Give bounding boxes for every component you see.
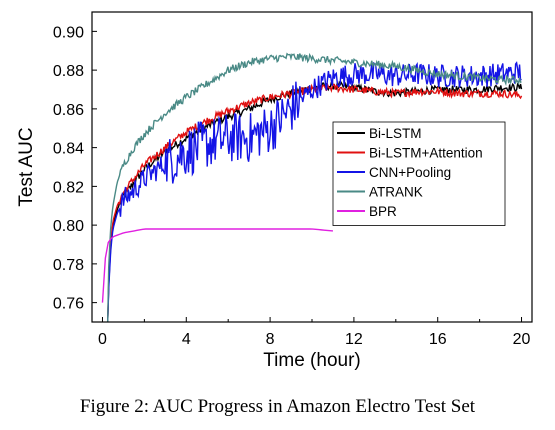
y-tick-label: 0.86 (53, 102, 84, 119)
series-line-atrank (107, 52, 522, 322)
y-tick-label: 0.78 (53, 257, 84, 274)
auc-line-chart: 0 4 8 12 16 20 0.76 0.78 0.80 0.82 0.84 0.86 0.88 0.9… (16, 11, 533, 371)
y-tick-label: 0.84 (53, 141, 84, 158)
series-line-cnn-pooling (107, 61, 522, 322)
x-tick-label: 20 (513, 331, 531, 348)
y-tick-label: 0.88 (53, 63, 84, 80)
x-tick-label: 8 (266, 331, 275, 348)
x-axis-title: Time (hour) (263, 350, 360, 371)
y-axis-title: Test AUC (16, 127, 37, 206)
series-layer (101, 52, 523, 322)
y-tick-label: 0.90 (53, 24, 84, 41)
legend-label: Bi-LSTM (369, 126, 422, 141)
legend-label: BPR (369, 204, 397, 219)
legend-label: CNN+Pooling (369, 165, 451, 180)
legend: Bi-LSTM Bi-LSTM+Attention CNN+Pooling ATRAN… (332, 121, 506, 226)
y-tick-label: 0.76 (53, 296, 84, 313)
figure-caption: Figure 2: AUC Progress in Amazon Electro… (79, 396, 476, 417)
series-line-bpr (101, 228, 334, 303)
legend-label: ATRANK (369, 185, 423, 200)
x-tick-label: 12 (345, 331, 363, 348)
y-tick-label: 0.82 (53, 179, 84, 196)
y-tick-label: 0.80 (53, 218, 84, 235)
x-tick-label: 4 (182, 331, 191, 348)
tick-layer: 0 4 8 12 16 20 0.76 0.78 0.80 0.82 0.84 0.86 0.88 0.9… (53, 24, 531, 348)
x-tick-label: 0 (98, 331, 107, 348)
legend-box (332, 121, 506, 226)
x-tick-label: 16 (429, 331, 447, 348)
legend-label: Bi-LSTM+Attention (369, 146, 483, 161)
